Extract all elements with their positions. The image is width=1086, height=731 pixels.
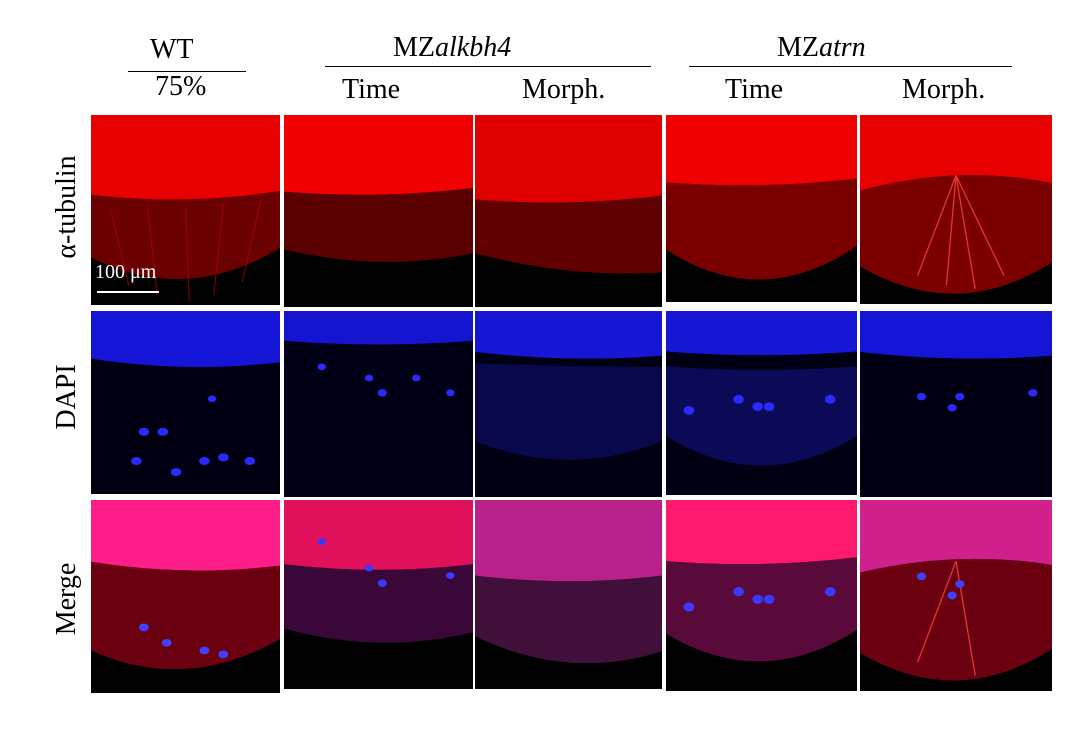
panel-tubulin-alkbh4-time: [284, 115, 473, 307]
row-label-tubulin: α-tubulin: [51, 155, 82, 259]
panel-merge-alkbh4-time: [284, 500, 473, 689]
scale-bar: [97, 291, 159, 293]
header-atrn-time: Time: [725, 74, 784, 105]
panel-tubulin-alkbh4-morph: [475, 115, 662, 307]
header-alkbh4-time: Time: [342, 74, 401, 105]
panel-merge-wt: [91, 500, 280, 693]
scale-bar-label: 100 μm: [95, 261, 157, 283]
panel-dapi-alkbh4-time: [284, 311, 473, 497]
header-wt-underline: [128, 71, 246, 72]
header-atrn-morph: Morph.: [902, 74, 986, 105]
row-label-merge: Merge: [51, 562, 82, 636]
panel-dapi-atrn-morph: [860, 311, 1052, 497]
header-atrn-gene: atrn: [819, 32, 866, 63]
panel-merge-atrn-time: [666, 500, 857, 691]
panel-dapi-wt: [91, 311, 280, 494]
panel-tubulin-atrn-time: [666, 115, 857, 302]
header-alkbh4-gene: alkbh4: [435, 32, 512, 63]
panel-dapi-alkbh4-morph: [475, 311, 662, 497]
row-label-dapi: DAPI: [51, 364, 82, 430]
panel-merge-atrn-morph: [860, 500, 1052, 691]
header-group-alkbh4: MZalkbh4: [393, 34, 511, 62]
panel-tubulin-atrn-morph: [860, 115, 1052, 304]
header-wt: WT: [150, 34, 194, 65]
header-group-atrn: MZatrn: [777, 34, 866, 62]
header-alkbh4-underline: [325, 66, 651, 67]
header-wt-stage: 75%: [155, 71, 207, 102]
header-alkbh4-morph: Morph.: [522, 74, 606, 105]
header-alkbh4-prefix: MZ: [393, 32, 435, 63]
panel-tubulin-wt: [91, 115, 280, 305]
panel-merge-alkbh4-morph: [475, 500, 662, 689]
header-atrn-underline: [689, 66, 1012, 67]
header-atrn-prefix: MZ: [777, 32, 819, 63]
panel-dapi-atrn-time: [666, 311, 857, 495]
